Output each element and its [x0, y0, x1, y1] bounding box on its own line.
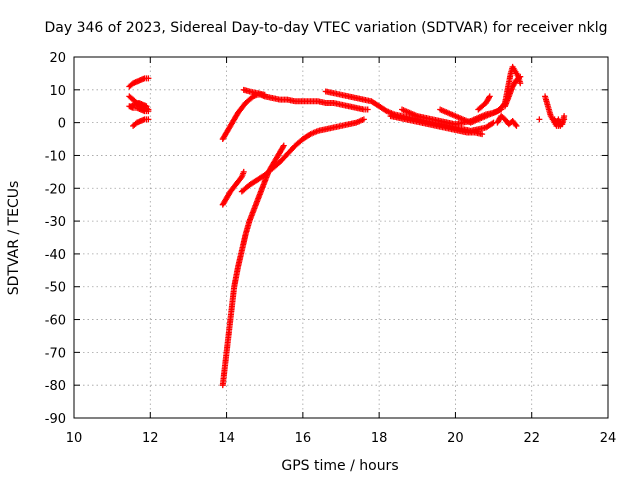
series-arc-b	[240, 86, 268, 98]
data-point	[145, 75, 152, 82]
series-arc-k	[490, 63, 524, 116]
data-point	[364, 106, 371, 113]
x-axis-label: GPS time / hours	[281, 458, 398, 474]
data-point	[561, 116, 568, 123]
series-arc-n	[536, 116, 543, 123]
plot-frame	[73, 56, 609, 419]
series-arc-a	[219, 91, 371, 143]
data-point	[486, 93, 493, 100]
y-tick-label: -20	[45, 182, 66, 197]
data-point	[513, 122, 520, 129]
data-point	[261, 91, 268, 98]
y-axis-label: SDTVAR / TECUs	[6, 181, 22, 296]
y-tick-label: -50	[45, 281, 66, 296]
series-arc-m	[494, 113, 520, 129]
series-arc-early-top	[126, 75, 152, 90]
data-marks	[126, 63, 568, 389]
data-point	[240, 168, 247, 175]
series-arc-j	[475, 93, 493, 113]
y-tick-label: -80	[45, 379, 66, 394]
data-point	[512, 121, 519, 128]
data-point	[145, 116, 152, 123]
series-arc-h	[387, 113, 486, 138]
data-point	[517, 80, 524, 87]
data-point	[485, 94, 492, 101]
series-arc-d	[238, 116, 367, 195]
x-tick-label: 22	[523, 431, 540, 446]
y-tick-label: 0	[58, 117, 66, 132]
data-point	[280, 142, 287, 149]
data-point	[145, 108, 152, 115]
x-tick-label: 10	[66, 431, 83, 446]
data-point	[280, 143, 287, 150]
x-tick-label: 24	[600, 431, 617, 446]
x-tick-label: 18	[371, 431, 388, 446]
grid	[74, 57, 608, 418]
data-point	[479, 131, 486, 138]
series-arc-l	[502, 73, 524, 110]
y-tick-label: -90	[45, 412, 66, 427]
series-arc-e	[219, 142, 287, 389]
y-tick-label: 20	[49, 51, 66, 66]
series-arc-early-bottom	[130, 116, 152, 129]
series-arc-p	[551, 116, 568, 129]
data-point	[536, 116, 543, 123]
y-tick-label: -30	[45, 215, 66, 230]
y-tick-label: -40	[45, 248, 66, 263]
y-tick-label: 10	[49, 84, 66, 99]
series-arc-c	[219, 168, 247, 208]
series-arc-early-mid-rising	[128, 99, 150, 110]
x-tick-label: 16	[295, 431, 312, 446]
data-point	[489, 120, 496, 127]
chart-title: Day 346 of 2023, Sidereal Day-to-day VTE…	[45, 20, 608, 36]
x-tick-label: 14	[218, 431, 235, 446]
axis-ticks: 10 12 14 16 18 20 22 24 -90 -80 -70 -60 -50 -40 -30 -20…	[45, 51, 617, 446]
x-tick-label: 20	[447, 431, 464, 446]
x-tick-label: 12	[142, 431, 159, 446]
data-point	[517, 73, 524, 80]
y-tick-label: -70	[45, 346, 66, 361]
y-tick-label: -60	[45, 314, 66, 329]
data-point	[143, 103, 150, 110]
data-point	[516, 74, 522, 81]
y-tick-label: -10	[45, 149, 66, 164]
data-point	[360, 116, 367, 123]
